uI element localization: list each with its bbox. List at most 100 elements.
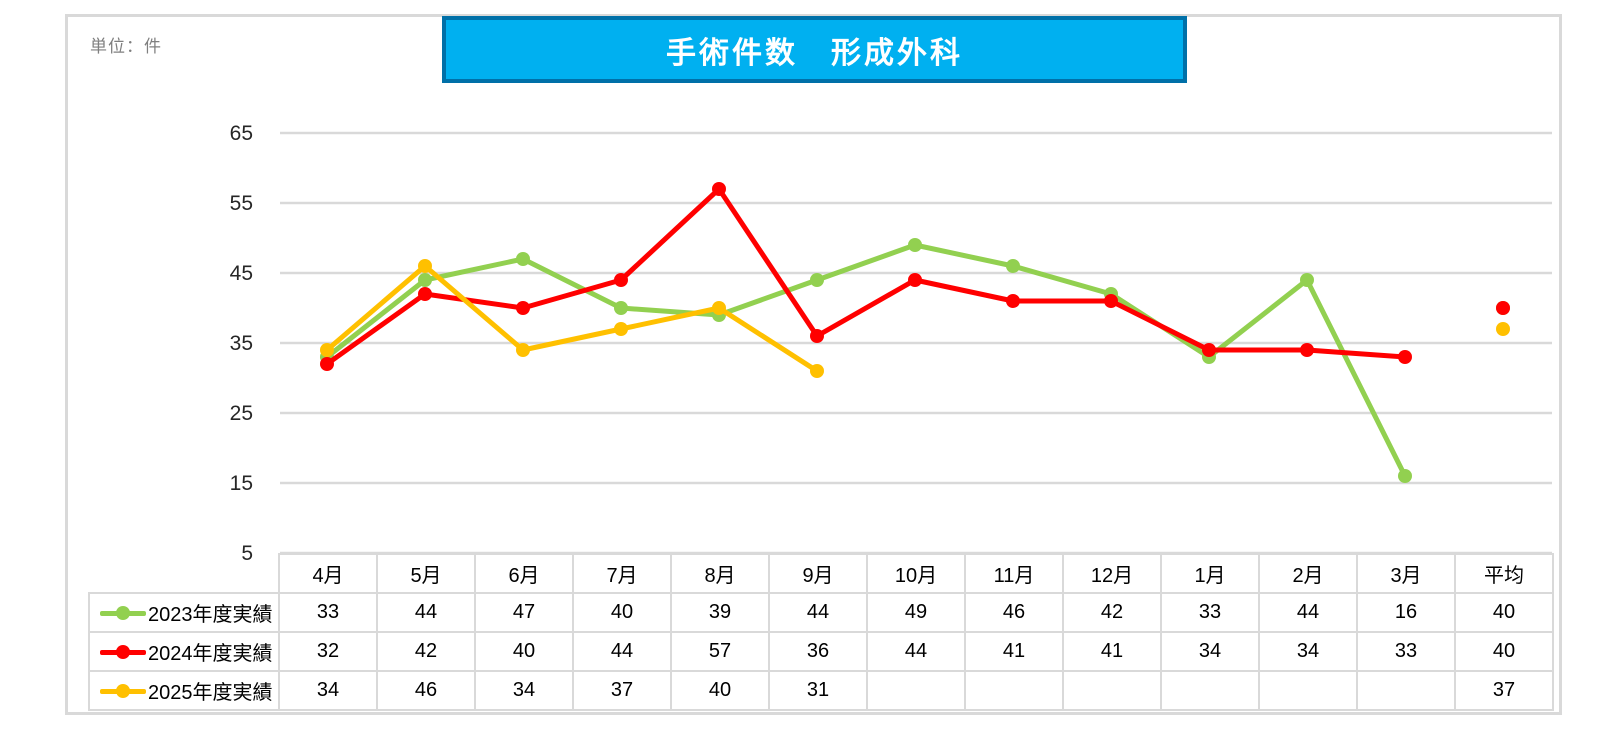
month-header-cell: 平均 (1454, 553, 1554, 594)
table-row: 2024年度実績 32 42 40 44 57 36 44 41 41 34 34 33 40 (88, 631, 1554, 672)
value-cell: 47 (474, 592, 574, 633)
value-cell (1062, 670, 1162, 711)
y-axis-tick-label: 55 (230, 192, 253, 215)
series-line-2023年度実績 (324, 242, 1408, 479)
value-cell: 46 (964, 592, 1064, 633)
data-point (1300, 343, 1314, 357)
value-cell: 57 (670, 631, 770, 672)
table-header-row: 4月 5月 6月 7月 8月 9月 10月 11月 12月 1月 2月 3月 平均 (89, 553, 1554, 594)
month-header-cell: 7月 (572, 553, 672, 594)
data-point (1006, 259, 1020, 273)
data-point (810, 329, 824, 343)
value-cell: 32 (278, 631, 378, 672)
month-header-cell: 2月 (1258, 553, 1358, 594)
series-label-text: 2023年度実績 (148, 604, 273, 626)
blank-corner-cell (89, 554, 279, 593)
data-point (320, 357, 334, 371)
month-header-cell: 8月 (670, 553, 770, 594)
value-cell: 40 (572, 592, 672, 633)
y-axis-tick-label: 65 (230, 122, 253, 145)
series-label-text: 2024年度実績 (148, 643, 273, 665)
data-point (418, 287, 432, 301)
month-header-cell: 12月 (1062, 553, 1162, 594)
value-cell (1258, 670, 1358, 711)
data-point (1398, 469, 1412, 483)
average-point (1496, 301, 1510, 315)
value-cell (964, 670, 1064, 711)
series-line-2025年度実績 (324, 263, 820, 374)
value-cell: 42 (1062, 592, 1162, 633)
value-cell: 34 (1160, 631, 1260, 672)
value-cell: 34 (474, 670, 574, 711)
unit-label: 単位：件 (90, 37, 162, 56)
value-cell: 31 (768, 670, 868, 711)
average-value-cell: 40 (1454, 631, 1554, 672)
value-cell: 44 (572, 631, 672, 672)
series-label-cell: 2025年度実績 (88, 670, 280, 711)
data-point (1398, 350, 1412, 364)
legend-marker-icon (100, 605, 148, 621)
data-point (516, 343, 530, 357)
y-axis-tick-label: 25 (230, 402, 253, 425)
month-header-cell: 5月 (376, 553, 476, 594)
legend-marker-icon (100, 644, 148, 660)
average-point (1496, 322, 1510, 336)
value-cell: 42 (376, 631, 476, 672)
value-cell: 36 (768, 631, 868, 672)
month-header-cell: 3月 (1356, 553, 1456, 594)
value-cell: 34 (1258, 631, 1358, 672)
month-header-cell: 4月 (278, 553, 378, 594)
average-value-cell: 37 (1454, 670, 1554, 711)
value-cell: 44 (376, 592, 476, 633)
data-point (614, 322, 628, 336)
table-row: 2025年度実績 34 46 34 37 40 31 37 (88, 670, 1554, 711)
data-point (712, 301, 726, 315)
value-cell: 46 (376, 670, 476, 711)
value-cell: 41 (1062, 631, 1162, 672)
chart-title-text: 手術件数 形成外科 (666, 36, 963, 70)
average-value-cell: 40 (1454, 592, 1554, 633)
data-point (418, 259, 432, 273)
value-cell: 33 (1356, 631, 1456, 672)
value-cell: 41 (964, 631, 1064, 672)
data-point (1202, 343, 1216, 357)
data-point (614, 273, 628, 287)
value-cell: 33 (1160, 592, 1260, 633)
series-label-cell: 2023年度実績 (88, 592, 280, 633)
table-row: 2023年度実績 33 44 47 40 39 44 49 46 42 33 44 16 40 (88, 592, 1554, 633)
y-axis-tick-label: 45 (230, 262, 253, 285)
y-axis-tick-label: 15 (230, 472, 253, 495)
value-cell: 40 (474, 631, 574, 672)
chart-title-box: 手術件数 形成外科 (442, 16, 1187, 83)
data-table: 4月 5月 6月 7月 8月 9月 10月 11月 12月 1月 2月 3月 平均 2023年度実績 33 4… (88, 553, 1554, 711)
data-point (810, 273, 824, 287)
series-label-text: 2025年度実績 (148, 682, 273, 704)
data-point (418, 273, 432, 287)
value-cell (1160, 670, 1260, 711)
legend-marker-icon (100, 683, 148, 699)
value-cell: 49 (866, 592, 966, 633)
month-header-cell: 10月 (866, 553, 966, 594)
y-axis-tick-label: 5 (241, 542, 253, 565)
data-point (516, 301, 530, 315)
data-point (1300, 273, 1314, 287)
data-point (908, 273, 922, 287)
month-header-cell: 1月 (1160, 553, 1260, 594)
data-point (614, 301, 628, 315)
data-point (810, 364, 824, 378)
month-header-cell: 9月 (768, 553, 868, 594)
data-point (1104, 294, 1118, 308)
value-cell: 39 (670, 592, 770, 633)
data-point (1006, 294, 1020, 308)
value-cell (866, 670, 966, 711)
data-point (320, 343, 334, 357)
value-cell: 44 (866, 631, 966, 672)
data-point (908, 238, 922, 252)
y-axis-tick-label: 35 (230, 332, 253, 355)
data-point (516, 252, 530, 266)
value-cell: 44 (1258, 592, 1358, 633)
value-cell: 16 (1356, 592, 1456, 633)
series-line-2024年度実績 (324, 186, 1408, 367)
